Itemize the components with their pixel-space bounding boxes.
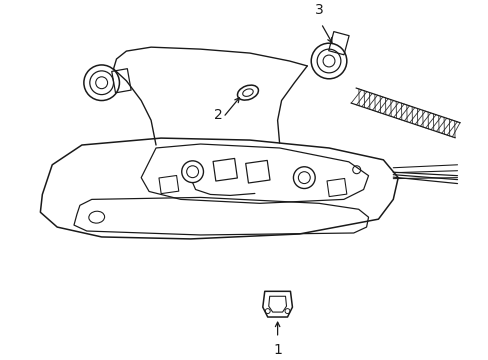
Bar bbox=[112, 69, 131, 93]
Text: 3: 3 bbox=[314, 4, 323, 18]
Text: 2: 2 bbox=[213, 108, 222, 122]
Bar bbox=[245, 161, 269, 183]
Text: 1: 1 bbox=[273, 343, 282, 357]
Bar bbox=[326, 179, 346, 197]
Bar bbox=[159, 175, 179, 194]
Bar bbox=[328, 32, 348, 55]
Bar bbox=[213, 158, 237, 181]
